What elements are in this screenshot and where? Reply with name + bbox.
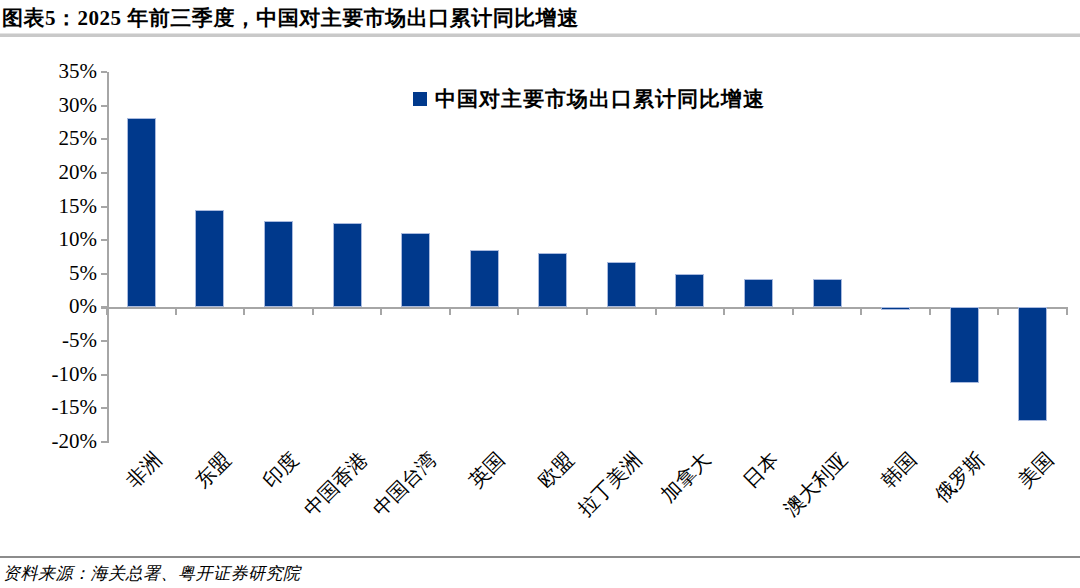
y-axis-tick-label: 15% — [0, 196, 97, 217]
bar — [401, 233, 430, 307]
bar — [881, 307, 910, 310]
x-axis-label: 美国 — [1013, 448, 1057, 492]
y-axis-tick-label: 25% — [0, 128, 97, 149]
x-axis-tick — [655, 309, 657, 315]
bar — [1018, 307, 1047, 421]
x-axis-tick — [517, 309, 519, 315]
x-axis-tick — [997, 309, 999, 315]
y-axis-tick-label: -5% — [0, 330, 97, 351]
x-axis-label: 英国 — [465, 448, 509, 492]
x-axis-label: 中国台湾 — [368, 448, 440, 520]
y-axis-tick — [101, 105, 107, 107]
y-axis-tick-label: 10% — [0, 229, 97, 250]
y-axis-tick — [101, 273, 107, 275]
x-axis-label: 澳大利亚 — [779, 448, 851, 520]
x-axis-tick — [1066, 309, 1068, 315]
bar — [744, 279, 773, 308]
bar — [195, 210, 224, 308]
y-axis-tick-label: -15% — [0, 397, 97, 418]
x-axis-tick — [380, 309, 382, 315]
x-axis-tick — [860, 309, 862, 315]
x-axis-tick — [175, 309, 177, 315]
x-axis-tick — [312, 309, 314, 315]
x-axis-label: 印度 — [259, 448, 303, 492]
x-axis-label: 俄罗斯 — [931, 448, 989, 506]
bar — [607, 262, 636, 307]
bar — [950, 307, 979, 382]
y-axis-tick — [101, 374, 107, 376]
footer-separator-line — [0, 556, 1080, 558]
x-axis-baseline — [101, 307, 1068, 309]
bar — [470, 250, 499, 307]
bar — [538, 253, 567, 307]
x-axis-label: 非洲 — [122, 448, 166, 492]
x-axis-tick — [792, 309, 794, 315]
chart-legend: 中国对主要市场出口累计同比增速 — [413, 85, 765, 113]
bar — [675, 274, 704, 307]
y-axis-tick — [101, 206, 107, 208]
y-axis-tick — [101, 441, 107, 443]
y-axis-tick — [101, 407, 107, 409]
x-axis-label: 加拿大 — [656, 448, 714, 506]
y-axis-tick-label: -20% — [0, 431, 97, 452]
y-axis-line — [107, 72, 109, 443]
legend-swatch-icon — [413, 92, 427, 106]
y-axis-tick — [101, 138, 107, 140]
y-axis-tick-label: -10% — [0, 364, 97, 385]
x-axis-tick — [449, 309, 451, 315]
x-axis-label: 中国香港 — [299, 448, 371, 520]
bar — [264, 221, 293, 307]
legend-label: 中国对主要市场出口累计同比增速 — [435, 85, 765, 113]
x-axis-tick — [723, 309, 725, 315]
x-axis-label: 欧盟 — [533, 448, 577, 492]
x-axis-tick — [929, 309, 931, 315]
x-axis-label: 日本 — [739, 448, 783, 492]
source-note: 资料来源：海关总署、粤开证券研究院 — [3, 562, 1073, 585]
bar — [813, 279, 842, 307]
bar-chart: 中国对主要市场出口累计同比增速 35% 30% 25% 20% 15% 10% 5% 0% -5… — [0, 0, 1080, 556]
x-axis-tick — [106, 309, 108, 315]
x-axis-tick — [243, 309, 245, 315]
y-axis-tick-label: 20% — [0, 162, 97, 183]
bar — [333, 223, 362, 307]
y-axis-tick-label: 5% — [0, 263, 97, 284]
y-axis-tick-label: 0% — [0, 296, 97, 317]
y-axis-tick — [101, 71, 107, 73]
y-axis-tick — [101, 239, 107, 241]
x-axis-label: 韩国 — [876, 448, 920, 492]
y-axis-tick — [101, 172, 107, 174]
y-axis-tick — [101, 340, 107, 342]
y-axis-tick-label: 35% — [0, 61, 97, 82]
y-axis-tick-label: 30% — [0, 95, 97, 116]
x-axis-tick — [586, 309, 588, 315]
x-axis-label: 拉丁美洲 — [574, 448, 646, 520]
bar — [127, 118, 156, 308]
x-axis-label: 东盟 — [191, 448, 235, 492]
